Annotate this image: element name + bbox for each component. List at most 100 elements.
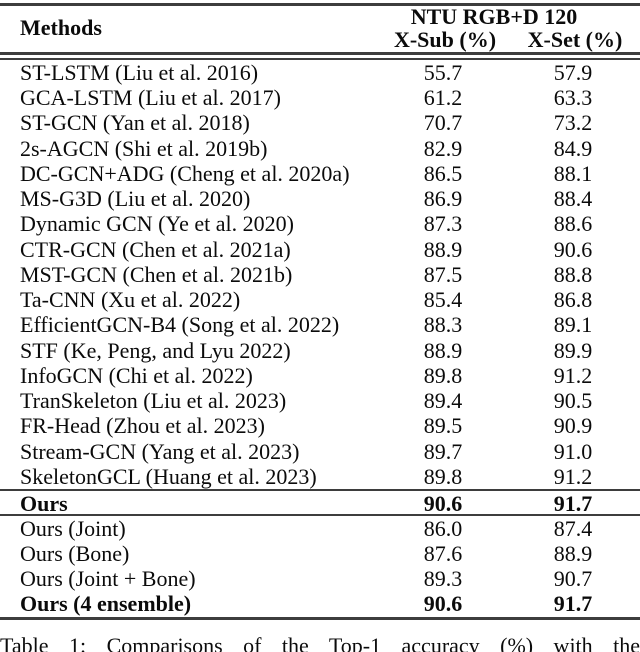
xsub-cell: 86.5 — [423, 160, 463, 186]
xsub-cell: 89.8 — [423, 362, 463, 388]
comparison-rows: ST-LSTM (Liu et al. 2016) 55.7 57.9 GCA-LST… — [0, 60, 640, 489]
xset-cell: 73.2 — [553, 110, 593, 136]
xset-cell: 88.8 — [553, 261, 593, 287]
method-cell: CTR-GCN (Chen et al. 2021a) — [20, 236, 291, 262]
xsub-cell: 86.9 — [423, 186, 463, 212]
method-cell: Ours (4 ensemble) — [20, 591, 192, 617]
method-cell: DC-GCN+ADG (Cheng et al. 2020a) — [20, 160, 350, 186]
xset-cell: 88.9 — [553, 540, 593, 566]
xset-cell: 57.9 — [553, 60, 593, 85]
table-row: EfficientGCN-B4 (Song et al. 2022) 88.3 89… — [0, 312, 640, 337]
xset-cell: 89.9 — [553, 337, 593, 363]
table-row: DC-GCN+ADG (Cheng et al. 2020a) 86.5 88.1 — [0, 161, 640, 186]
xsub-cell: 85.4 — [423, 287, 463, 313]
xsub-cell: 88.9 — [423, 236, 463, 262]
xset-cell: 84.9 — [553, 135, 593, 161]
xsub-cell: 89.4 — [423, 388, 463, 414]
table-row: Stream-GCN (Yang et al. 2023) 89.7 91.0 — [0, 439, 640, 464]
table-row: STF (Ke, Peng, and Lyu 2022) 88.9 89.9 — [0, 338, 640, 363]
table-row: Dynamic GCN (Ye et al. 2020) 87.3 88.6 — [0, 211, 640, 236]
method-cell: Stream-GCN (Yang et al. 2023) — [20, 438, 300, 464]
method-cell: STF (Ke, Peng, and Lyu 2022) — [20, 337, 291, 363]
xset-cell: 88.4 — [553, 186, 593, 212]
table-row: InfoGCN (Chi et al. 2022) 89.8 91.2 — [0, 363, 640, 388]
table-row: TranSkeleton (Liu et al. 2023) 89.4 90.5 — [0, 388, 640, 413]
method-cell: Ours (Joint + Bone) — [20, 565, 196, 591]
xset-cell: 87.4 — [553, 515, 593, 541]
xsub-cell: 86.0 — [423, 515, 463, 541]
xset-cell: 88.1 — [553, 160, 593, 186]
header-group: NTU RGB+D 120 X-Sub (%) X-Set (%) — [380, 5, 640, 51]
xset-cell: 90.6 — [553, 236, 593, 262]
table-row: Ours (Bone) 87.6 88.9 — [0, 541, 640, 566]
method-cell: ST-LSTM (Liu et al. 2016) — [20, 60, 259, 85]
xsub-cell: 89.5 — [423, 413, 463, 439]
header-dataset-label: NTU RGB+D 120 — [410, 4, 578, 29]
table-row: MS-G3D (Liu et al. 2020) 86.9 88.4 — [0, 186, 640, 211]
method-cell: FR-Head (Zhou et al. 2023) — [20, 413, 265, 439]
method-cell: Ta-CNN (Xu et al. 2022) — [20, 287, 241, 313]
table-row: Ta-CNN (Xu et al. 2022) 85.4 86.8 — [0, 287, 640, 312]
method-cell: MS-G3D (Liu et al. 2020) — [20, 186, 251, 212]
ablation-rows: Ours (Joint) 86.0 87.4 Ours (Bone) 87.6 88.9 O… — [0, 516, 640, 617]
table-row: 2s-AGCN (Shi et al. 2019b) 82.9 84.9 — [0, 136, 640, 161]
method-cell: Dynamic GCN (Ye et al. 2020) — [20, 211, 294, 237]
method-cell: Ours (Joint) — [20, 515, 126, 541]
xsub-cell: 90.6 — [423, 591, 463, 617]
method-cell: EfficientGCN-B4 (Song et al. 2022) — [20, 312, 340, 338]
method-cell: Ours (Bone) — [20, 540, 130, 566]
table-row: CTR-GCN (Chen et al. 2021a) 88.9 90.6 — [0, 237, 640, 262]
table-row: ST-LSTM (Liu et al. 2016) 55.7 57.9 — [0, 60, 640, 85]
xset-cell: 91.2 — [553, 463, 593, 489]
method-cell: InfoGCN (Chi et al. 2022) — [20, 362, 253, 388]
xset-cell: 86.8 — [553, 287, 593, 313]
xset-cell: 90.7 — [553, 565, 593, 591]
table-row: SkeletonGCL (Huang et al. 2023) 89.8 91.2 — [0, 464, 640, 489]
xset-cell: 89.1 — [553, 312, 593, 338]
table-bottom-rule — [0, 616, 640, 620]
method-cell: TranSkeleton (Liu et al. 2023) — [20, 388, 287, 414]
xsub-cell: 87.6 — [423, 540, 463, 566]
table-caption: Table 1: Comparisons of the Top-1 accura… — [0, 633, 640, 652]
table-header: Methods NTU RGB+D 120 X-Sub (%) X-Set (%… — [0, 5, 640, 51]
method-cell: 2s-AGCN (Shi et al. 2019b) — [20, 135, 268, 161]
xset-cell: 91.7 — [553, 491, 593, 516]
xset-cell: 91.0 — [553, 438, 593, 464]
method-cell: ST-GCN (Yan et al. 2018) — [20, 110, 250, 136]
xsub-cell: 88.9 — [423, 337, 463, 363]
xsub-cell: 70.7 — [423, 110, 463, 136]
xset-cell: 91.7 — [553, 591, 593, 617]
table-row: Ours (4 ensemble) 90.6 91.7 — [0, 591, 640, 616]
xset-cell: 91.2 — [553, 362, 593, 388]
xset-cell: 90.5 — [553, 388, 593, 414]
xsub-cell: 87.5 — [423, 261, 463, 287]
table-row: ST-GCN (Yan et al. 2018) 70.7 73.2 — [0, 110, 640, 135]
method-cell: MST-GCN (Chen et al. 2021b) — [20, 261, 293, 287]
header-double-rule-top — [0, 52, 640, 55]
xsub-cell: 82.9 — [423, 135, 463, 161]
header-subcolumns: X-Sub (%) X-Set (%) — [380, 28, 640, 51]
rule-below-ours — [0, 513, 640, 516]
header-xsub-label: X-Sub (%) — [393, 27, 497, 52]
table-row: Ours (Joint) 86.0 87.4 — [0, 516, 640, 541]
xsub-cell: 89.7 — [423, 438, 463, 464]
header-methods-label: Methods — [20, 15, 102, 40]
xsub-cell: 55.7 — [423, 60, 463, 85]
xsub-cell: 88.3 — [423, 312, 463, 338]
xsub-cell: 90.6 — [423, 491, 463, 516]
xsub-cell: 89.8 — [423, 463, 463, 489]
table-top-rule — [0, 3, 640, 6]
rule-above-ours — [0, 489, 640, 491]
xsub-cell: 89.3 — [423, 565, 463, 591]
xsub-cell: 87.3 — [423, 211, 463, 237]
xset-cell: 88.6 — [553, 211, 593, 237]
xsub-cell: 61.2 — [423, 85, 463, 111]
method-cell: Ours — [20, 491, 68, 516]
xset-cell: 90.9 — [553, 413, 593, 439]
header-xset-label: X-Set (%) — [527, 27, 623, 52]
table-row: Ours (Joint + Bone) 89.3 90.7 — [0, 566, 640, 591]
method-cell: SkeletonGCL (Huang et al. 2023) — [20, 463, 317, 489]
xset-cell: 63.3 — [553, 85, 593, 111]
method-cell: GCA-LSTM (Liu et al. 2017) — [20, 85, 281, 111]
